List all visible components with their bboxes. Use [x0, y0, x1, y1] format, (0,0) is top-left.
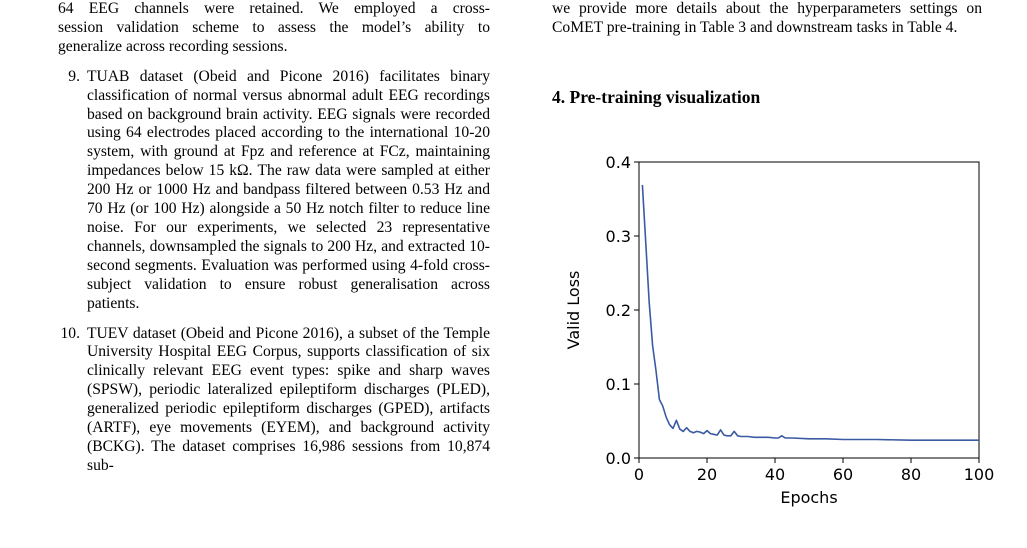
list-item-tuab: 9. TUAB dataset (Obeid and Picone 2016) … [58, 68, 490, 314]
y-tick-label: 0.2 [606, 301, 631, 320]
section-heading: 4. Pre-training visualization [552, 87, 761, 107]
list-item-text: TUEV dataset (Obeid and Picone 2016), a … [87, 324, 490, 474]
chart-labels: 0 20 40 60 80 100 0.0 0.1 0.2 0.3 0.4 Epochs Valid L… [564, 153, 994, 507]
left-column: 64 EEG channels were retained. We employ… [58, 0, 490, 476]
intro-paragraph: 64 EEG channels were retained. We employ… [58, 0, 490, 57]
list-number: 9. [68, 67, 80, 85]
list-item-tuev: 10. TUEV dataset (Obeid and Picone 2016)… [58, 324, 491, 476]
intro-line: 64 EEG channels were retained. We employ… [58, 0, 490, 17]
x-tick-label: 80 [901, 465, 921, 484]
intro-line: generalize across recording sessions. [58, 37, 288, 55]
y-tick-label: 0.3 [606, 227, 631, 246]
x-tick-label: 20 [697, 465, 717, 484]
x-tick-label: 40 [765, 465, 785, 484]
chart-axes [634, 161, 980, 463]
valid-loss-chart: 0 20 40 60 80 100 0.0 0.1 0.2 0.3 0.4 Epochs Valid L… [564, 153, 994, 507]
y-tick-label: 0.0 [606, 449, 631, 468]
x-axis-label: Epochs [780, 488, 837, 507]
hyperparameter-paragraph: we provide more details about the hyperp… [552, 0, 982, 36]
loss-series-line [641, 184, 979, 442]
x-tick-label: 60 [833, 465, 853, 484]
spacer [58, 314, 490, 325]
x-tick-label: 0 [634, 465, 644, 484]
y-axis-label: Valid Loss [564, 271, 583, 350]
x-tick-label: 100 [964, 465, 995, 484]
plot-frame [638, 161, 980, 459]
right-column: we provide more details about the hyperp… [552, 0, 982, 106]
y-tick-label: 0.1 [606, 375, 631, 394]
intro-line: session validation scheme to assess the … [58, 18, 490, 36]
list-number: 10. [60, 324, 81, 342]
y-tick-label: 0.4 [606, 153, 631, 172]
chart-series [641, 184, 979, 442]
spacer [58, 57, 490, 68]
list-item-text: TUAB dataset (Obeid and Picone 2016) fac… [87, 67, 490, 312]
